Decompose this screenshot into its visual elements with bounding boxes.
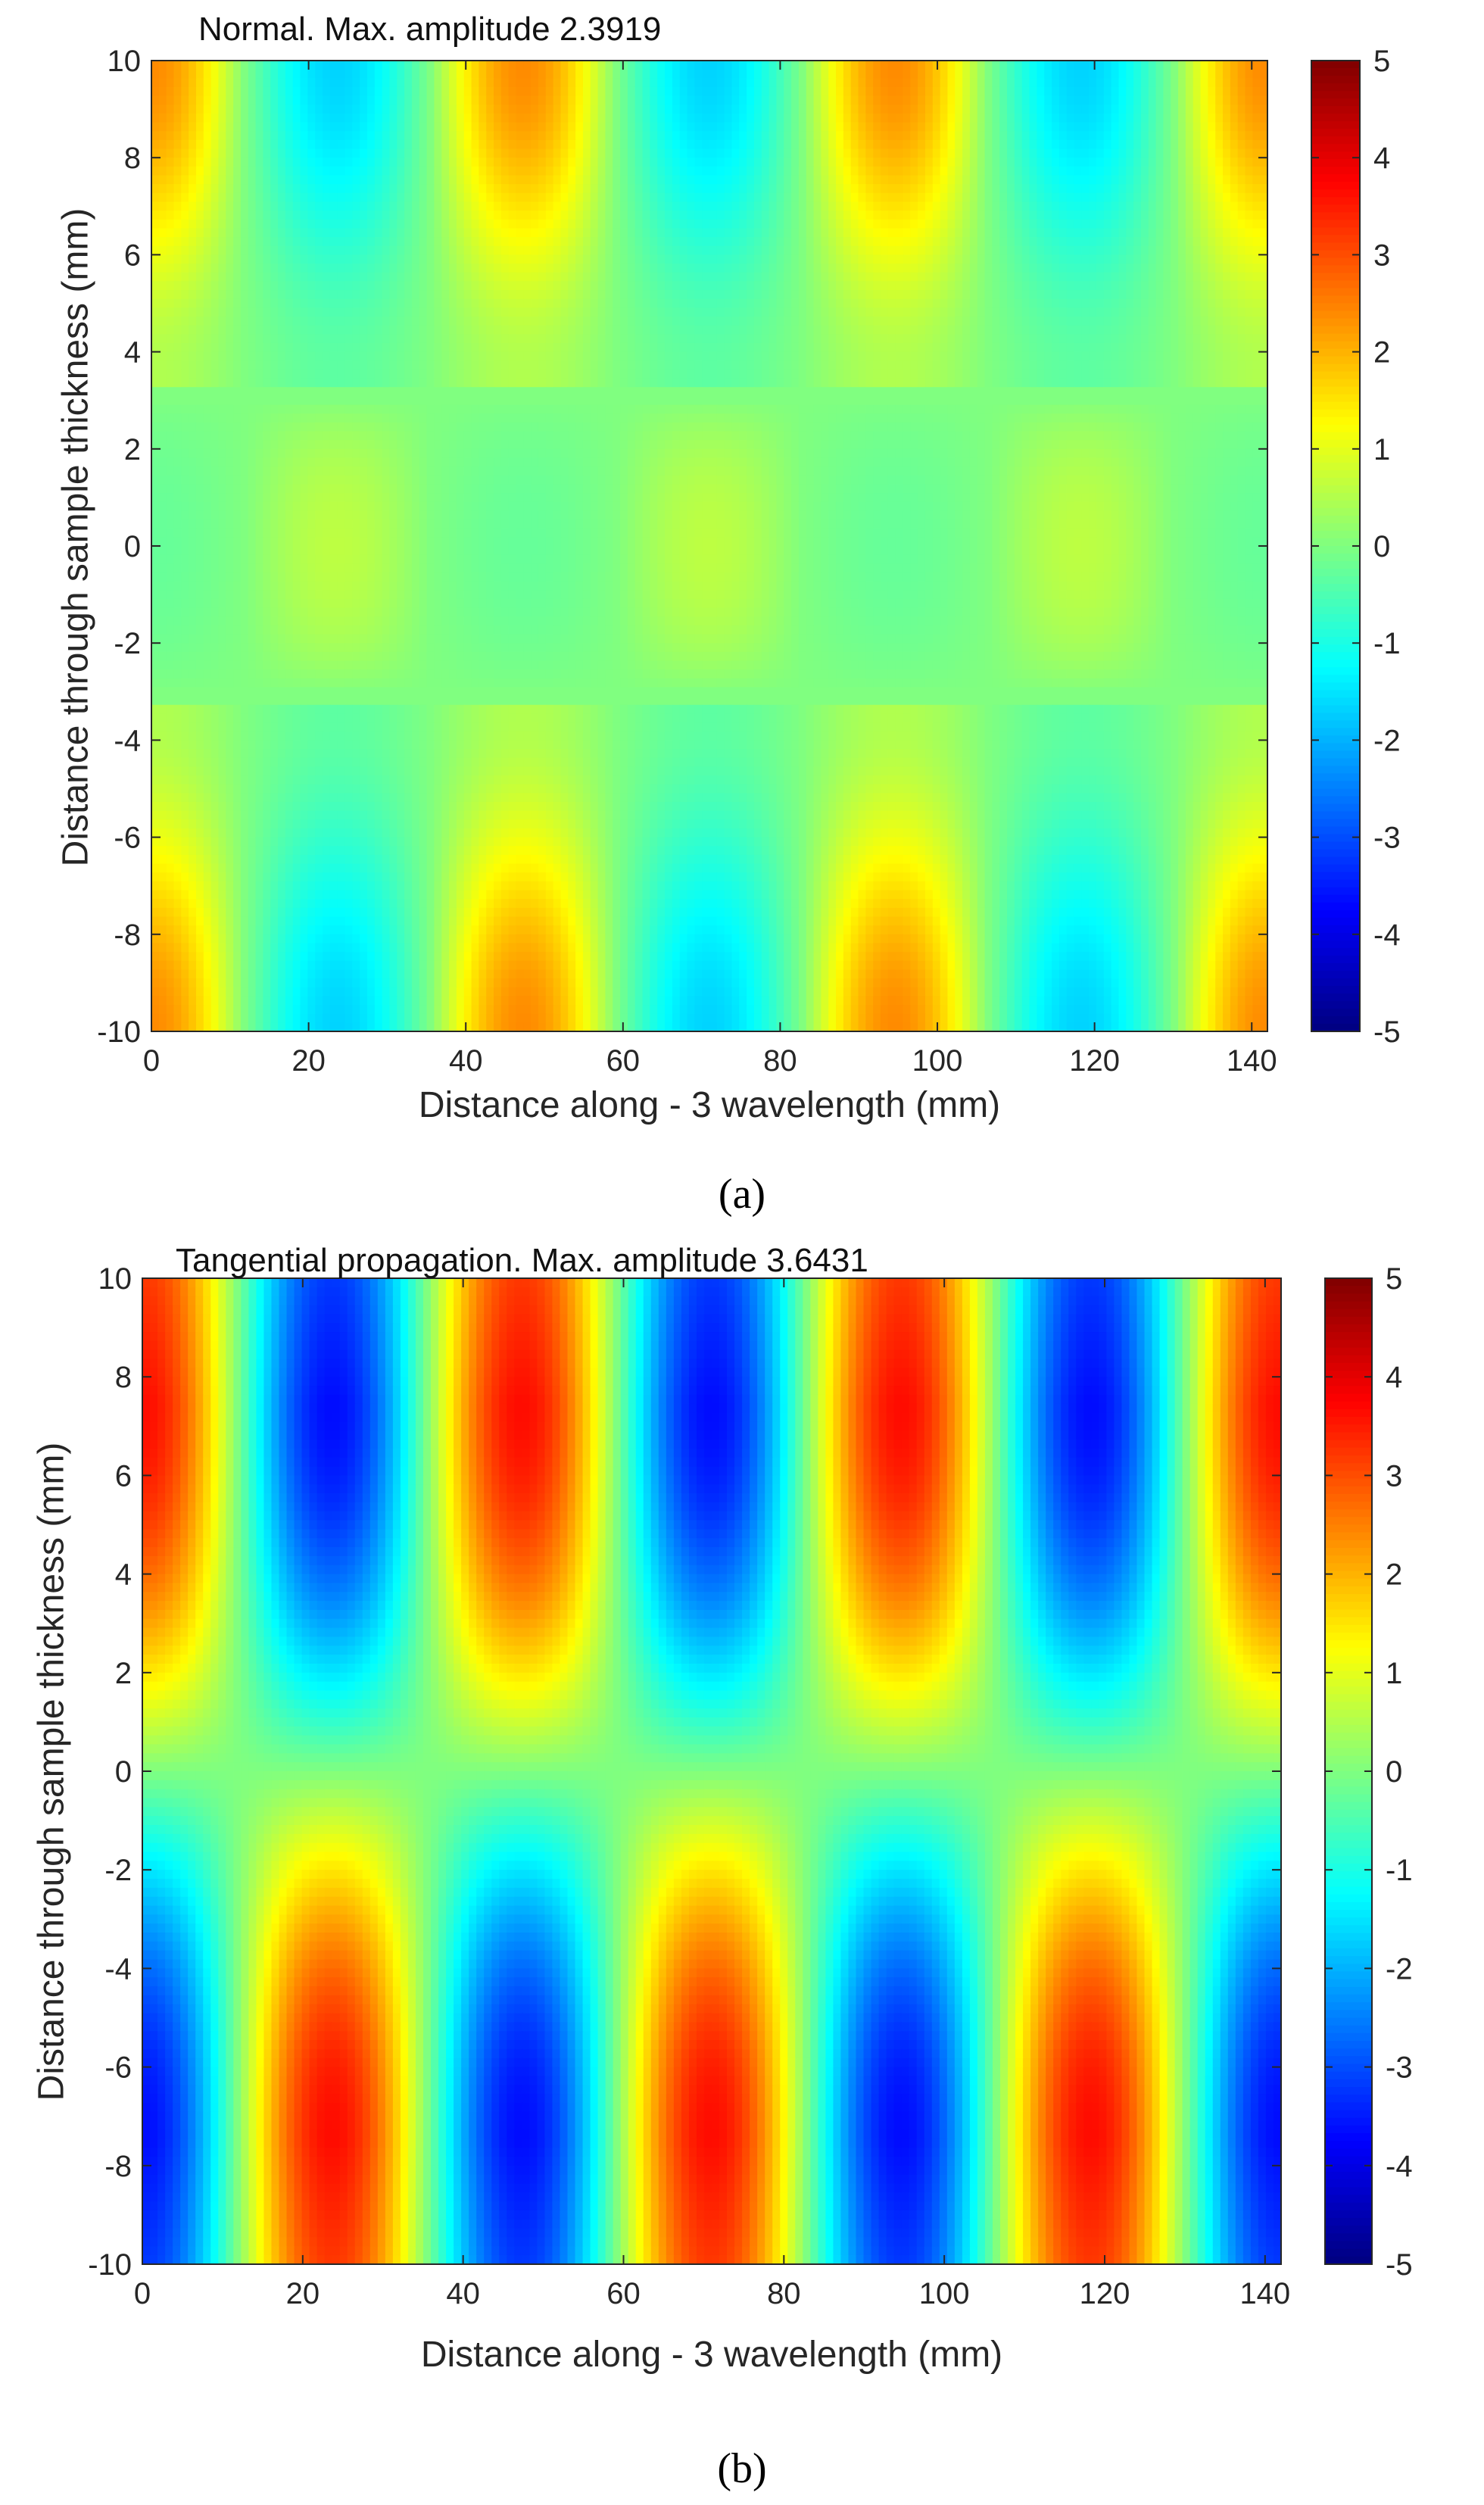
colorbar-tick-label-b: -1 [1386,1854,1413,1887]
y-tick-label-b: 6 [115,1459,132,1493]
y-tick-label-a: 4 [124,336,141,370]
y-tick-label-b: -8 [104,2150,132,2183]
y-axis-label-b: Distance through sample thickness (mm) [31,1287,73,2257]
colorbar-tick-label-b: 2 [1386,1558,1402,1592]
colorbar-tick-label-b: -4 [1386,2150,1413,2183]
figure-caption-a: (a) [0,1170,1484,1218]
colorbar-tick-label-b: 0 [1386,1755,1402,1789]
x-tick-label-a: 40 [449,1044,483,1078]
x-tick-label-b: 120 [1080,2277,1130,2310]
colorbar-tick-label-a: -2 [1373,724,1401,757]
chart-title-b: Tangential propagation. Max. amplitude 3… [176,1242,868,1280]
y-tick-label-a: -10 [97,1015,141,1049]
x-tick-label-a: 0 [143,1044,160,1078]
y-tick-label-b: -2 [104,1854,132,1887]
colorbar-tick-label-a: 4 [1373,142,1390,175]
colorbar-tick-label-a: -3 [1373,822,1401,855]
colorbar-tick-label-a: -5 [1373,1015,1401,1049]
y-tick-label-b: 2 [115,1657,132,1690]
x-axis-label-a: Distance along - 3 wavelength (mm) [151,1084,1267,1126]
y-tick-label-b: 10 [98,1262,132,1296]
x-tick-label-b: 80 [767,2277,801,2310]
x-tick-label-b: 60 [606,2277,641,2310]
heatmap-cells-a [151,61,1268,1032]
heatmap-cells-b [142,1278,1282,2265]
x-tick-label-b: 0 [134,2277,151,2310]
y-tick-label-a: -6 [114,822,141,855]
x-tick-label-a: 20 [292,1044,326,1078]
y-tick-label-b: -10 [88,2248,132,2282]
colorbar-tick-label-b: -2 [1386,1952,1413,1986]
x-tick-label-a: 100 [912,1044,963,1078]
y-tick-label-a: -2 [114,627,141,660]
colorbar-tick-label-a: 3 [1373,239,1390,272]
chart-title-a: Normal. Max. amplitude 2.3919 [198,11,661,48]
y-tick-label-a: 0 [124,530,141,563]
x-tick-label-a: 140 [1227,1044,1277,1078]
x-tick-label-b: 20 [286,2277,320,2310]
x-tick-label-b: 140 [1239,2277,1290,2310]
colorbar-tick-label-a: 2 [1373,336,1390,370]
colorbar-tick-label-a: 5 [1373,45,1390,78]
y-tick-label-a: -4 [114,724,141,757]
colorbar-tick-label-a: -4 [1373,919,1401,952]
y-tick-label-b: 0 [115,1755,132,1789]
x-tick-label-a: 60 [606,1044,641,1078]
x-tick-label-b: 40 [446,2277,480,2310]
colorbar-tick-label-a: 0 [1373,530,1390,563]
y-tick-label-a: 6 [124,239,141,272]
figure-caption-b: (b) [0,2444,1484,2493]
colorbar-tick-label-a: 1 [1373,433,1390,466]
y-tick-label-a: -8 [114,919,141,952]
y-tick-label-b: 8 [115,1361,132,1394]
x-tick-label-b: 100 [919,2277,970,2310]
colorbar-tick-label-b: -3 [1386,2051,1413,2085]
colorbar-tick-label-b: -5 [1386,2248,1413,2282]
x-axis-label-b: Distance along - 3 wavelength (mm) [142,2334,1281,2376]
colorbar-tick-label-b: 4 [1386,1361,1402,1394]
y-axis-label-a: Distance through sample thickness (mm) [55,53,97,1022]
y-tick-label-a: 10 [108,45,142,78]
colorbar-tick-label-b: 1 [1386,1657,1402,1690]
y-tick-label-b: 4 [115,1558,132,1592]
y-tick-label-a: 2 [124,433,141,466]
colorbar-tick-label-b: 3 [1386,1459,1402,1493]
x-tick-label-a: 80 [763,1044,797,1078]
panel-a: 0 20 40 60 80 100 120 140 -10 -8 -6 -4 -2 0 2 4 6 8 10 5 4 3 2… [0,0,1484,1242]
y-tick-label-b: -6 [104,2051,132,2085]
panel-b: 0 20 40 60 80 100 120 140 -10 -8 -6 -4 -2 0 2 4 6 8 10 5 4 3 2… [0,1242,1484,2505]
colorbar-tick-label-a: -1 [1373,627,1401,660]
y-tick-label-b: -4 [104,1952,132,1986]
x-tick-label-a: 120 [1069,1044,1120,1078]
y-tick-label-a: 8 [124,142,141,175]
colorbar-tick-label-b: 5 [1386,1262,1402,1296]
